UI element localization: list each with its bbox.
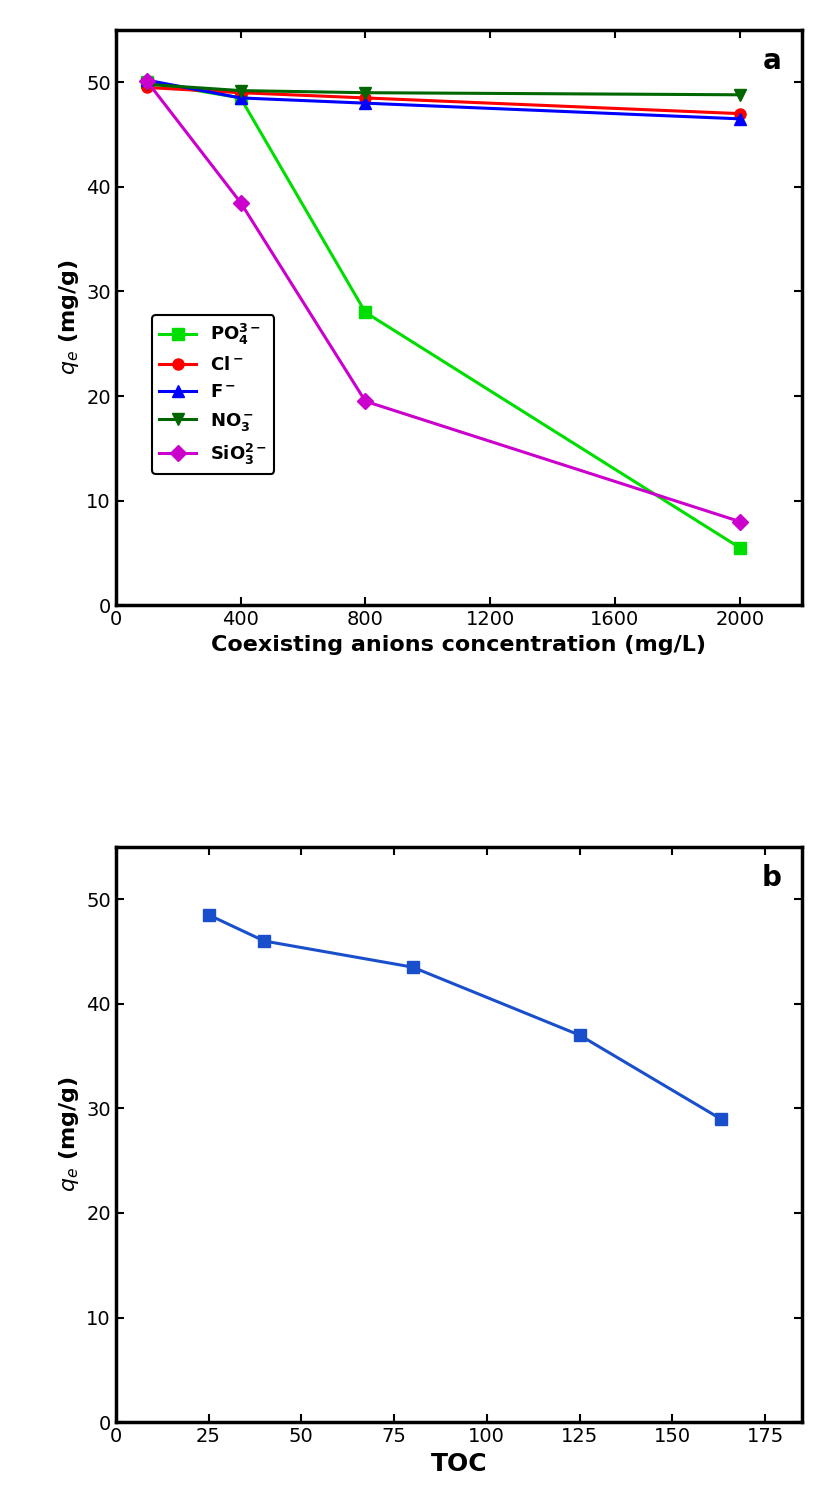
- Legend: $\mathbf{PO_4^{3-}}$, $\mathbf{Cl^-}$, $\mathbf{F^-}$, $\mathbf{NO_3^-}$, $\math: $\mathbf{PO_4^{3-}}$, $\mathbf{Cl^-}$, $…: [152, 314, 275, 475]
- X-axis label: Coexisting anions concentration (mg/L): Coexisting anions concentration (mg/L): [212, 635, 706, 654]
- Y-axis label: $q_e$ (mg/g): $q_e$ (mg/g): [56, 260, 80, 376]
- Text: b: b: [762, 864, 782, 892]
- Y-axis label: $q_e$ (mg/g): $q_e$ (mg/g): [56, 1076, 80, 1192]
- Text: a: a: [762, 48, 782, 75]
- X-axis label: TOC: TOC: [431, 1452, 487, 1476]
